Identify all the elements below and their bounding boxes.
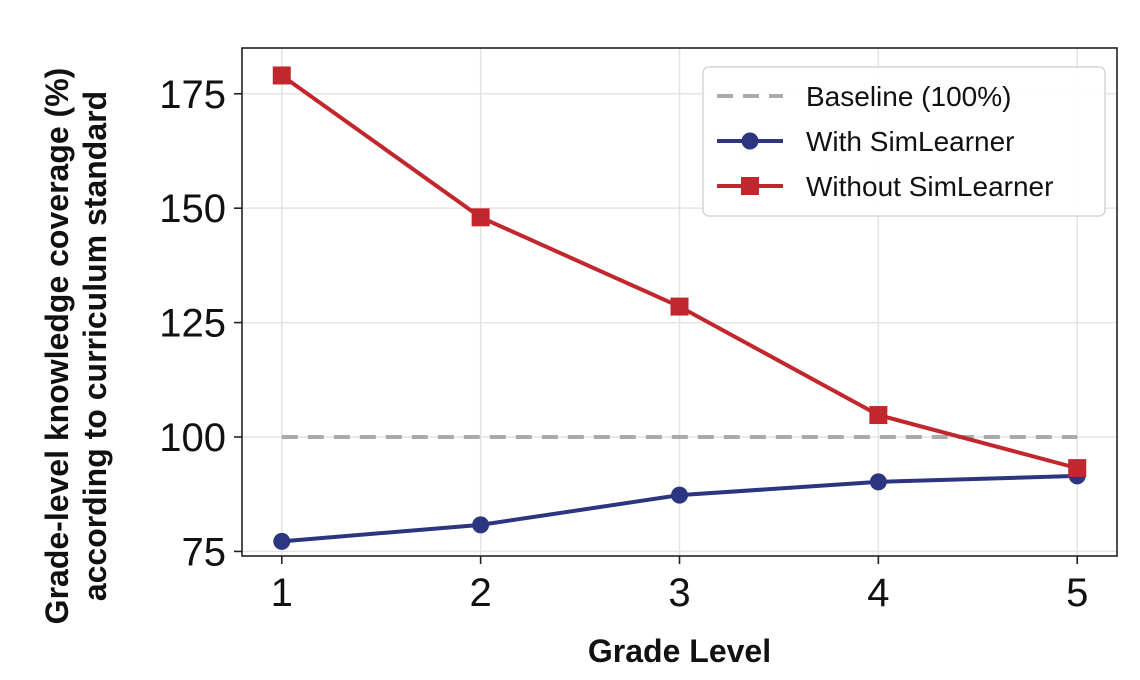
x-tick-label: 1: [271, 571, 293, 615]
without-simlearner-point: [670, 297, 689, 316]
x-tick-label: 3: [668, 571, 690, 615]
with-simlearner-point: [671, 486, 688, 504]
legend-box: [702, 66, 1106, 217]
x-tick-label: 5: [1066, 571, 1088, 615]
series-layer: [272, 66, 1087, 550]
without-simlearner-point: [869, 406, 888, 425]
y-tick-label: 100: [159, 416, 226, 460]
without-simlearner-legend-marker: [741, 177, 759, 195]
with-simlearner-point: [273, 532, 291, 550]
without-simlearner-point: [272, 66, 291, 85]
y-axis-title-line-2: according to curriculum standard: [77, 91, 113, 601]
x-axis-title: Grade Level: [588, 633, 771, 669]
with-simlearner-legend-marker: [741, 132, 759, 150]
without-simlearner-point: [471, 208, 490, 227]
y-tick-label: 150: [159, 187, 226, 231]
y-axis-title: Grade-level knowledge coverage (%) accor…: [39, 68, 113, 625]
y-tick-label: 125: [159, 302, 226, 346]
ticks: 1 2 3 4 5 75 100 125 150 175: [159, 73, 1088, 615]
x-tick-label: 4: [867, 571, 889, 615]
with-simlearner-legend-label: With SimLearner: [806, 126, 1015, 157]
y-axis-title-line-1: Grade-level knowledge coverage (%): [39, 68, 75, 625]
y-tick-label: 175: [159, 73, 226, 117]
y-tick-label: 75: [182, 530, 227, 574]
baseline-100-legend-label: Baseline (100%): [806, 81, 1011, 112]
with-simlearner-point: [869, 473, 887, 491]
legend: Baseline (100%) With SimLearner Without Si…: [702, 66, 1106, 217]
with-simlearner-point: [472, 516, 490, 534]
x-tick-label: 2: [470, 571, 492, 615]
without-simlearner-point: [1068, 459, 1087, 478]
without-simlearner-legend-label: Without SimLearner: [806, 171, 1053, 202]
